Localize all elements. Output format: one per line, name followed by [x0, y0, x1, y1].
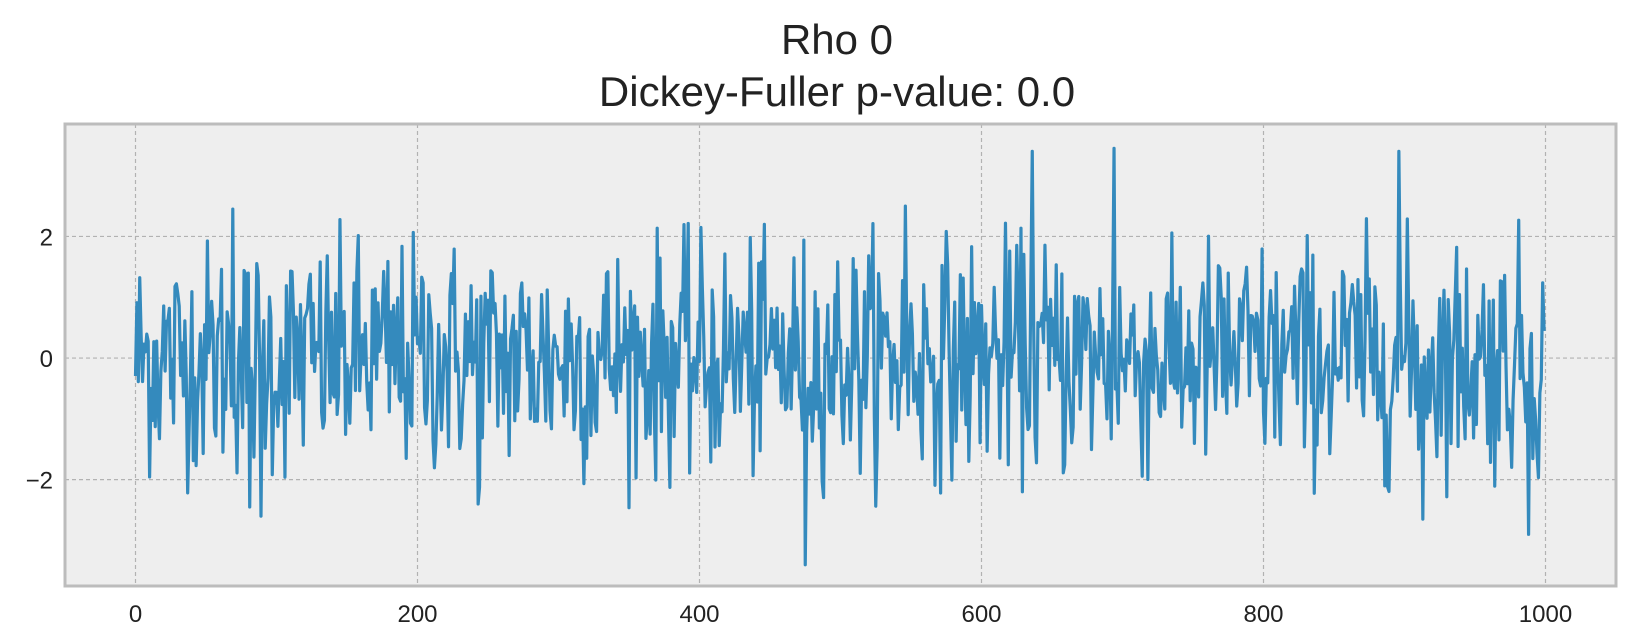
- y-tick-label: 2: [40, 224, 53, 251]
- plot-frame: [63, 122, 1618, 588]
- x-tick-label: 1000: [1519, 601, 1572, 628]
- x-tick-label: 600: [961, 601, 1001, 628]
- chart-subtitle: Dickey-Fuller p-value: 0.0: [599, 68, 1075, 115]
- x-tick-label: 800: [1243, 601, 1283, 628]
- y-axis-ticks: −2 0 2: [26, 224, 53, 494]
- x-axis-ticks: 0 200 400 600 800 1000: [129, 601, 1572, 628]
- x-tick-label: 0: [129, 601, 142, 628]
- x-tick-label: 400: [679, 601, 719, 628]
- y-tick-label: −2: [26, 468, 53, 495]
- series-layer: [133, 146, 1546, 567]
- chart-title: Rho 0: [781, 16, 893, 63]
- y-tick-label: 0: [40, 346, 53, 373]
- series-line: [133, 146, 1546, 567]
- x-tick-label: 200: [397, 601, 437, 628]
